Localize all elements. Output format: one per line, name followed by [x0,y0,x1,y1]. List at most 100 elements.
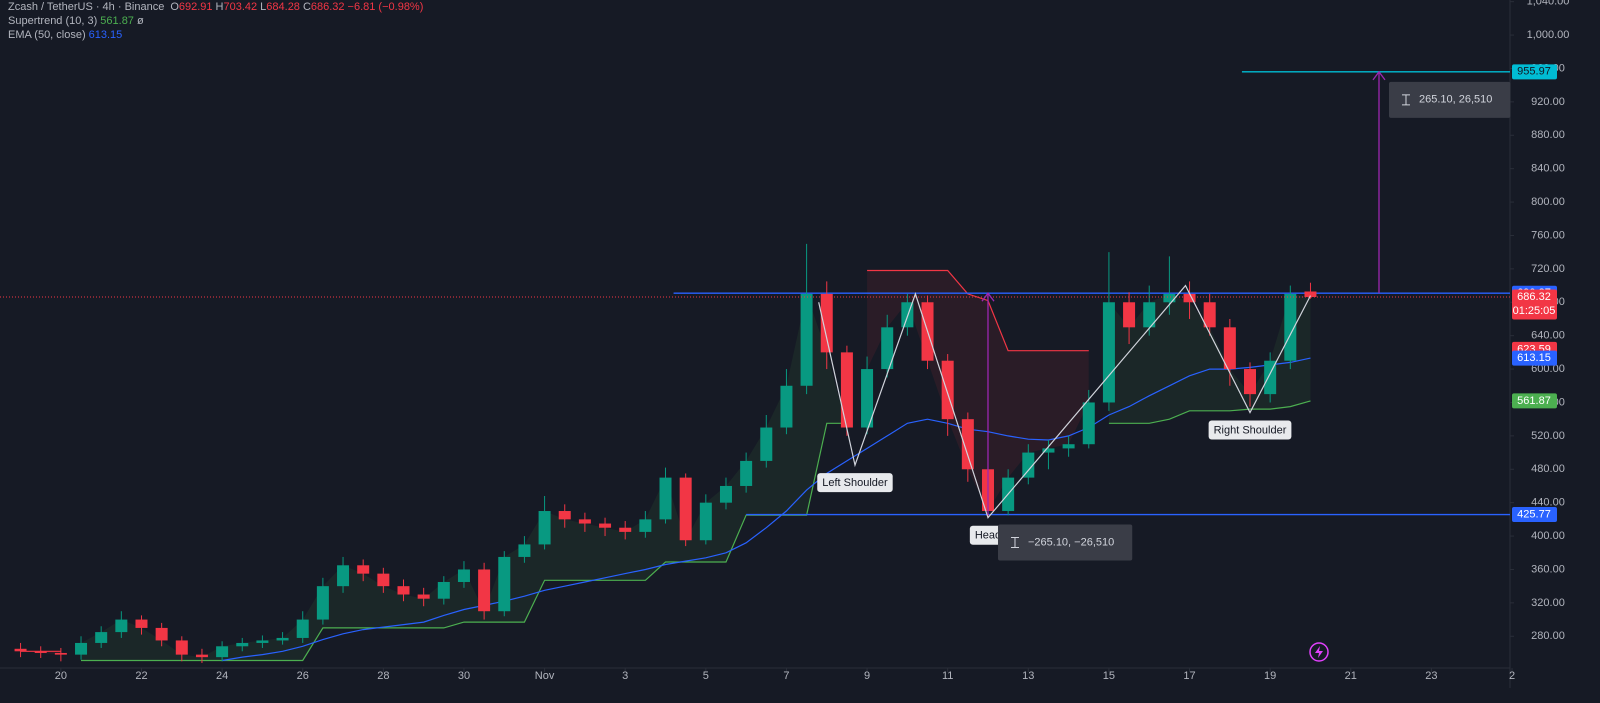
candle-body [1284,293,1297,361]
candle-body [599,523,612,528]
candle-body [1022,452,1035,478]
pattern-label-box [1208,420,1292,440]
candle-body [1102,302,1115,403]
price-label: 955.97 [1517,66,1551,78]
x-tick-label: 15 [1103,670,1115,682]
indicator-line: EMA (50, close) 613.15 [8,28,426,42]
price-label-box [1512,507,1557,523]
x-tick-label: 28 [377,670,389,682]
supertrend-line [81,400,1311,662]
candle-body [135,619,148,628]
ohlc-key: L [260,1,267,13]
candle-body [34,651,47,653]
price-label-box [1512,350,1557,366]
x-tick-label: 26 [297,670,309,682]
candle-body [1223,327,1236,370]
candle-body [357,565,370,574]
candle-body [195,654,208,658]
pattern-label-text: Right Shoulder [1214,424,1287,436]
candle-body [316,586,329,620]
y-tick-label: 840.00 [1531,163,1565,175]
indicator-value: 561.87 [100,15,134,27]
x-tick-label: 11 [942,670,953,682]
y-tick-label: 280.00 [1531,630,1565,642]
candle-body [578,519,591,524]
candle-body [538,511,551,545]
ohlc-key: H [215,1,224,13]
price-label-box [1512,289,1557,320]
y-tick-label: 640.00 [1531,330,1565,342]
header-line: Zcash / TetherUS · 4h · Binance O692.91 H7… [8,0,426,14]
candle-body [498,556,511,612]
measure-label: 265.10, 26,510 [1388,81,1511,118]
ema-line [222,357,1311,662]
candle-body [1123,302,1136,328]
price-label: 561.87 [1517,395,1551,407]
candle-body [780,385,793,428]
x-tick-label: 7 [783,670,789,682]
candle-body [861,369,874,428]
candle-body [1304,291,1317,297]
y-tick-label: 520.00 [1531,430,1565,442]
ohlc-value: 686.32 [310,1,345,13]
pattern-label: Left Shoulder [817,473,893,493]
measure-label: −265.10, −26,510 [997,524,1133,561]
measure-icon [1401,94,1410,106]
price-label: 613.15 [1517,352,1551,364]
candle-body [437,581,450,599]
measure-label-box [1388,81,1511,118]
candle-body [800,293,813,386]
candle-body [417,594,430,599]
indicator-line: Supertrend (10, 3) 561.87 ø [8,14,426,28]
candle-body [1082,402,1095,445]
pattern-label: Head [969,525,1007,545]
lightning-icon[interactable] [1309,642,1329,662]
candle-body [296,619,309,638]
y-tick-label: 440.00 [1531,497,1565,509]
y-tick-label: 720.00 [1531,263,1565,275]
candle-body [881,327,894,370]
price-label-box [1512,393,1557,409]
measure-label-text: 265.10, 26,510 [1419,94,1492,106]
candle-body [820,293,833,353]
candle-body [679,477,692,541]
pattern-label: Right Shoulder [1208,420,1292,440]
measure-arrowhead [1372,70,1386,81]
candle-body [961,419,974,470]
candle-body [216,646,229,658]
candle-body [941,360,954,420]
price-label-box [1512,64,1557,80]
x-tick-label: 30 [458,670,470,682]
x-tick-label: 24 [216,670,228,682]
x-tick-label: 22 [135,670,147,682]
x-tick-label: Nov [535,670,555,682]
icon-bolt [1315,646,1323,658]
candle-body [1062,444,1075,449]
measure-label-box [997,524,1133,561]
y-tick-label: 1,000.00 [1527,29,1570,41]
ohlc-value: 703.42 [223,1,258,13]
measure-icon [1010,537,1019,549]
candle-body [457,569,470,582]
candle-body [397,586,410,595]
candle-body [478,569,491,612]
y-tick-label: 360.00 [1531,563,1565,575]
candle-body [558,511,571,520]
y-tick-label: 1,040.00 [1527,0,1570,8]
x-tick-label: 13 [1022,670,1034,682]
price-label: 686.32 [1517,291,1551,303]
x-tick-label: 2 [1509,670,1515,682]
indicator-name: EMA (50, close) [8,29,86,41]
candle-body [175,640,188,655]
ohlc-value: 684.28 [266,1,300,13]
candle-body [760,427,773,461]
candle-body [54,652,67,655]
indicator-value: 613.15 [88,29,123,41]
x-tick-label: 21 [1345,670,1357,682]
pattern-label-text: Head [975,530,1001,542]
icon-ring [1309,642,1329,662]
candle-body [155,627,168,641]
